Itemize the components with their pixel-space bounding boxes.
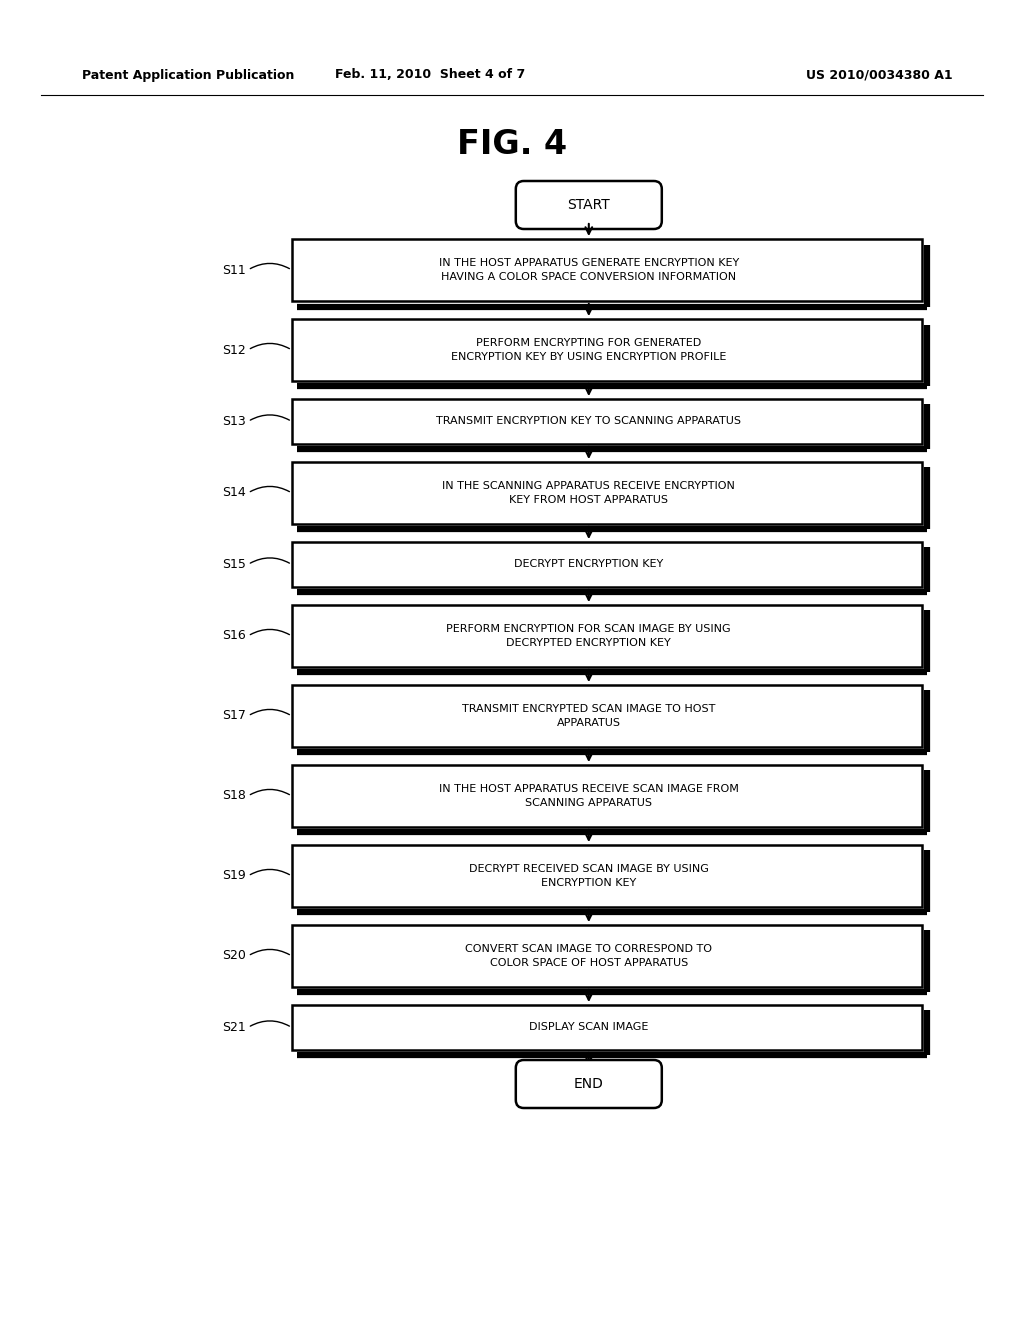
Bar	[292, 1005, 922, 1049]
Bar	[292, 605, 922, 667]
FancyArrowPatch shape	[250, 630, 290, 635]
Text: IN THE HOST APPARATUS RECEIVE SCAN IMAGE FROM
SCANNING APPARATUS: IN THE HOST APPARATUS RECEIVE SCAN IMAGE…	[439, 784, 738, 808]
Text: S18: S18	[222, 789, 246, 803]
FancyArrowPatch shape	[250, 709, 290, 714]
FancyArrowPatch shape	[250, 558, 290, 564]
Text: PERFORM ENCRYPTING FOR GENERATED
ENCRYPTION KEY BY USING ENCRYPTION PROFILE: PERFORM ENCRYPTING FOR GENERATED ENCRYPT…	[452, 338, 726, 362]
Bar	[292, 462, 922, 524]
Text: PERFORM ENCRYPTION FOR SCAN IMAGE BY USING
DECRYPTED ENCRYPTION KEY: PERFORM ENCRYPTION FOR SCAN IMAGE BY USI…	[446, 624, 731, 648]
Text: END: END	[573, 1077, 604, 1092]
Text: START: START	[567, 198, 610, 213]
Text: S14: S14	[222, 487, 246, 499]
Bar	[292, 685, 922, 747]
Text: S19: S19	[222, 870, 246, 883]
FancyArrowPatch shape	[250, 486, 290, 491]
Text: S17: S17	[222, 709, 246, 722]
Text: DECRYPT ENCRYPTION KEY: DECRYPT ENCRYPTION KEY	[514, 560, 664, 569]
Bar	[292, 925, 922, 987]
Text: S11: S11	[222, 264, 246, 276]
FancyArrowPatch shape	[250, 870, 290, 875]
FancyArrowPatch shape	[250, 789, 290, 795]
Text: S21: S21	[222, 1020, 246, 1034]
Text: IN THE HOST APPARATUS GENERATE ENCRYPTION KEY
HAVING A COLOR SPACE CONVERSION IN: IN THE HOST APPARATUS GENERATE ENCRYPTIO…	[438, 257, 739, 282]
Text: Feb. 11, 2010  Sheet 4 of 7: Feb. 11, 2010 Sheet 4 of 7	[335, 69, 525, 82]
Text: TRANSMIT ENCRYPTED SCAN IMAGE TO HOST
APPARATUS: TRANSMIT ENCRYPTED SCAN IMAGE TO HOST AP…	[462, 704, 716, 729]
Text: TRANSMIT ENCRYPTION KEY TO SCANNING APPARATUS: TRANSMIT ENCRYPTION KEY TO SCANNING APPA…	[436, 417, 741, 426]
FancyArrowPatch shape	[250, 414, 290, 420]
FancyBboxPatch shape	[516, 1060, 662, 1107]
FancyArrowPatch shape	[250, 343, 290, 348]
Text: S20: S20	[222, 949, 246, 962]
Text: DECRYPT RECEIVED SCAN IMAGE BY USING
ENCRYPTION KEY: DECRYPT RECEIVED SCAN IMAGE BY USING ENC…	[469, 865, 709, 888]
Text: US 2010/0034380 A1: US 2010/0034380 A1	[806, 69, 952, 82]
Text: S12: S12	[222, 343, 246, 356]
Text: Patent Application Publication: Patent Application Publication	[82, 69, 294, 82]
Text: S15: S15	[222, 558, 246, 572]
Bar	[292, 239, 922, 301]
Bar	[292, 766, 922, 828]
Bar	[292, 399, 922, 444]
Text: S16: S16	[222, 630, 246, 643]
Bar	[292, 845, 922, 907]
Text: IN THE SCANNING APPARATUS RECEIVE ENCRYPTION
KEY FROM HOST APPARATUS: IN THE SCANNING APPARATUS RECEIVE ENCRYP…	[442, 480, 735, 506]
Text: CONVERT SCAN IMAGE TO CORRESPOND TO
COLOR SPACE OF HOST APPARATUS: CONVERT SCAN IMAGE TO CORRESPOND TO COLO…	[465, 944, 713, 968]
Bar	[292, 543, 922, 587]
FancyArrowPatch shape	[250, 1020, 290, 1026]
Bar	[292, 319, 922, 381]
Text: FIG. 4: FIG. 4	[457, 128, 567, 161]
FancyArrowPatch shape	[250, 949, 290, 954]
Text: DISPLAY SCAN IMAGE: DISPLAY SCAN IMAGE	[529, 1023, 648, 1032]
FancyArrowPatch shape	[250, 264, 290, 269]
Text: S13: S13	[222, 414, 246, 428]
FancyBboxPatch shape	[516, 181, 662, 228]
